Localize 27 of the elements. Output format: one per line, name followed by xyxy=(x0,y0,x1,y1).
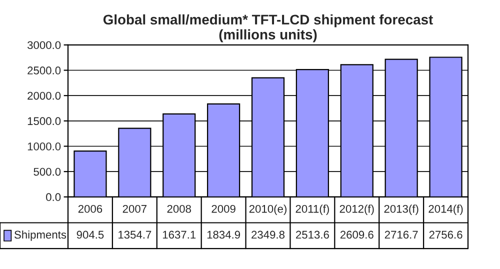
y-tick-label: 0.0 xyxy=(46,193,61,202)
y-tick-label: 1500.0 xyxy=(28,117,61,126)
x-tick-label: 2014(f) xyxy=(428,204,463,215)
data-label: 2716.7 xyxy=(384,230,418,239)
x-tick-label: 2010(e) xyxy=(249,204,286,215)
y-tick-label: 500.0 xyxy=(34,168,61,176)
data-label: 2756.6 xyxy=(429,230,462,239)
y-tick-label: 3000.0 xyxy=(28,41,61,50)
data-label: 2513.6 xyxy=(296,230,329,239)
data-label: 904.5 xyxy=(76,230,104,239)
x-tick-label: 2008 xyxy=(167,204,191,213)
data-label: 1834.9 xyxy=(207,230,240,239)
data-label: 1354.7 xyxy=(118,230,152,239)
x-tick-label: 2007 xyxy=(122,204,146,213)
chart-title: Global small/medium* TFT-LCD shipment forecast (millions units) xyxy=(103,14,433,42)
x-tick-label: 2012(f) xyxy=(340,204,374,215)
y-tick-label: 2500.0 xyxy=(28,66,61,74)
x-tick-label: 2009 xyxy=(212,204,236,213)
data-label: 1637.1 xyxy=(162,230,196,239)
x-tick-label: 2011(f) xyxy=(296,204,329,215)
x-tick-label: 2013(f) xyxy=(384,204,418,215)
y-tick-label: 2000.0 xyxy=(28,92,61,100)
x-tick-label: 2006 xyxy=(78,204,102,213)
data-label: 2609.6 xyxy=(340,230,374,239)
y-tick-label: 1000.0 xyxy=(28,142,61,150)
data-label: 2349.8 xyxy=(252,230,285,239)
legend-label: Shipments xyxy=(14,230,66,241)
